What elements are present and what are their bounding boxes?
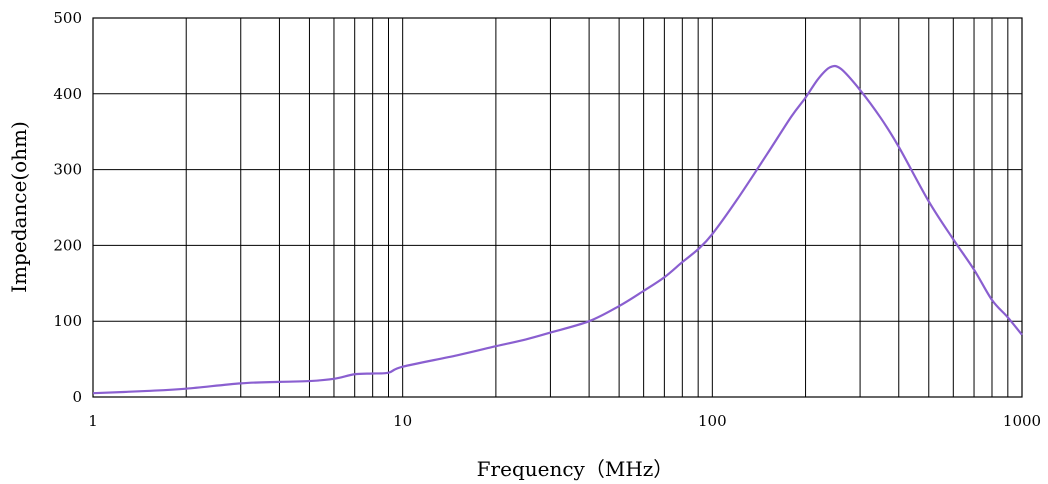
x-axis-title: Frequency（MHz） <box>477 457 674 481</box>
x-tick-label-3: 1000 <box>1003 412 1041 430</box>
y-tick-label-2: 200 <box>53 236 82 254</box>
x-tick-label-2: 100 <box>698 412 727 430</box>
plot-frame <box>92 17 1023 398</box>
x-tick-label-0: 1 <box>88 412 98 430</box>
y-tick-label-0: 0 <box>72 388 82 406</box>
series-group <box>92 64 1023 395</box>
y-tick-label-5: 500 <box>53 9 82 27</box>
y-tick-labels: 0 100 200 300 400 500 <box>53 9 82 406</box>
x-tick-label-1: 10 <box>393 412 412 430</box>
y-tick-label-3: 300 <box>53 161 82 179</box>
y-tick-label-1: 100 <box>53 312 82 330</box>
plot-area <box>93 18 1022 397</box>
x-tick-labels: 1 10 100 1000 <box>88 412 1041 430</box>
series-line-0 <box>92 64 1023 395</box>
y-axis-title: Impedance(ohm) <box>7 121 31 293</box>
y-tick-label-4: 400 <box>53 85 82 103</box>
grid-lines <box>93 18 1022 397</box>
